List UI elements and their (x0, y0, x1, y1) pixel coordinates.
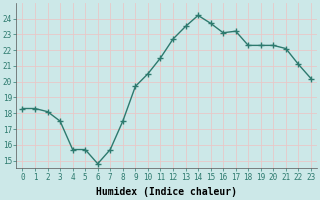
X-axis label: Humidex (Indice chaleur): Humidex (Indice chaleur) (96, 187, 237, 197)
